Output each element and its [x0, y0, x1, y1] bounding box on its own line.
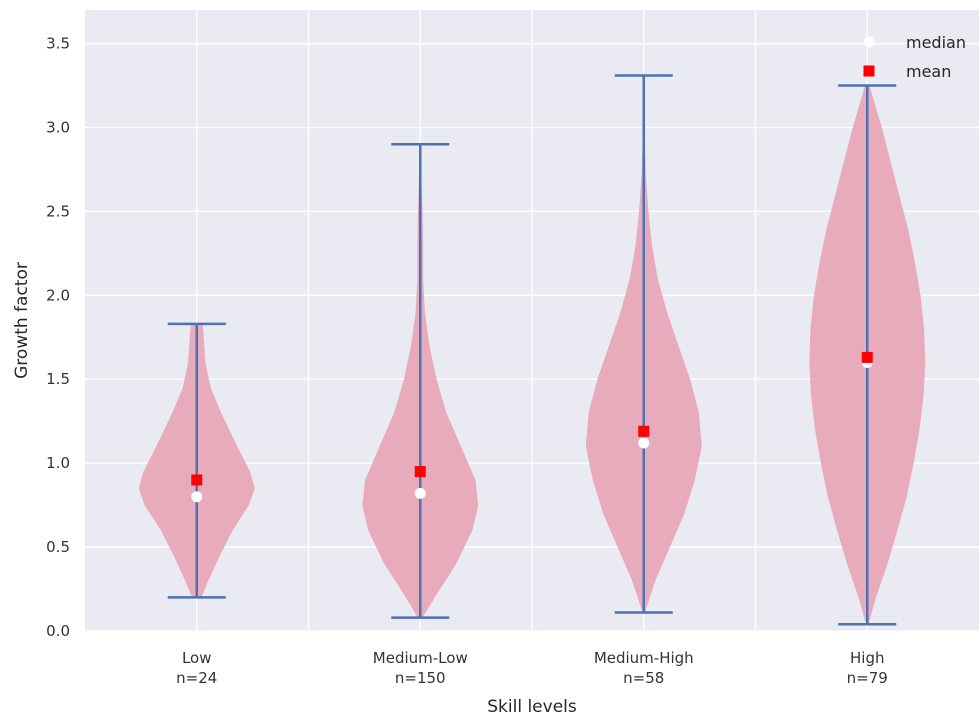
mean-point [191, 474, 203, 486]
x-tick-count: n=58 [623, 669, 664, 687]
y-tick-label: 3.5 [46, 35, 70, 53]
y-tick-label: 0.5 [46, 538, 70, 556]
x-tick-label: Low [182, 649, 212, 667]
legend-mean-marker [863, 65, 875, 77]
legend-label: median [906, 33, 966, 52]
legend-median-marker [863, 36, 875, 48]
legend-item-mean: mean [863, 62, 951, 81]
median-point [638, 437, 650, 449]
mean-point [638, 425, 650, 437]
mean-point [861, 351, 873, 363]
y-axis-ticks: 0.0 0.5 1.0 1.5 2.0 2.5 3.0 3.5 [46, 35, 70, 640]
violin-medium-high [585, 74, 702, 614]
mean-point [414, 466, 426, 478]
y-tick-label: 1.5 [46, 370, 70, 388]
x-tick-label: Medium-High [594, 649, 694, 667]
y-tick-label: 0.0 [46, 622, 70, 640]
violin-low [138, 322, 255, 599]
y-axis-label: Growth factor [12, 262, 32, 379]
median-point [191, 491, 203, 503]
x-axis-label: Skill levels [487, 697, 577, 716]
legend-item-median: median [863, 33, 966, 52]
legend-label: mean [906, 62, 951, 81]
x-axis-ticks: Low n=24 Medium-Low n=150 Medium-High n=58 Hig… [176, 649, 888, 687]
median-point [414, 487, 426, 499]
x-tick-count: n=79 [847, 669, 888, 687]
x-tick-count: n=24 [176, 669, 217, 687]
violin-high [809, 84, 926, 626]
x-tick-count: n=150 [395, 669, 446, 687]
x-tick-label: Medium-Low [373, 649, 468, 667]
y-tick-label: 2.5 [46, 202, 70, 220]
violins [138, 74, 926, 626]
y-tick-label: 1.0 [46, 454, 70, 472]
legend: median mean [863, 33, 966, 81]
y-tick-label: 3.0 [46, 118, 70, 136]
x-tick-label: High [850, 649, 884, 667]
violin-medium-low [362, 143, 479, 619]
y-tick-label: 2.0 [46, 286, 70, 304]
